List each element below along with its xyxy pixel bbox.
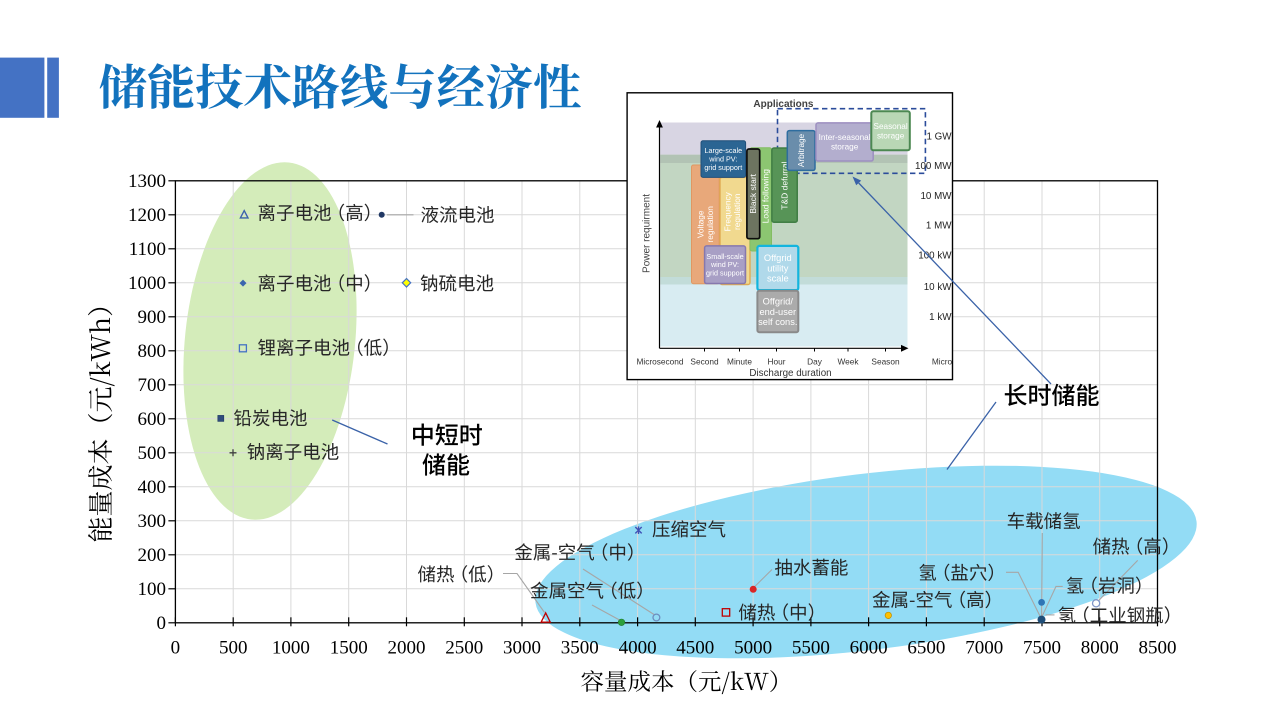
svg-text:5500: 5500 <box>792 638 830 659</box>
svg-text:6500: 6500 <box>907 638 945 659</box>
svg-text:Black start: Black start <box>748 173 758 213</box>
svg-text:Microsecond: Microsecond <box>636 357 683 367</box>
svg-text:self cons.: self cons. <box>758 317 797 327</box>
svg-text:1 MW: 1 MW <box>926 220 952 231</box>
svg-text:Day: Day <box>807 357 823 367</box>
svg-text:1500: 1500 <box>330 638 368 659</box>
svg-text:Season: Season <box>871 357 900 367</box>
svg-text:Hour: Hour <box>768 357 786 367</box>
svg-text:2500: 2500 <box>445 638 483 659</box>
svg-text:regulation: regulation <box>732 193 742 230</box>
svg-text:end-user: end-user <box>759 307 796 317</box>
svg-text:Load following: Load following <box>761 169 771 224</box>
svg-text:Frequency: Frequency <box>723 191 733 231</box>
svg-text:1 GW: 1 GW <box>926 132 952 143</box>
svg-text:3500: 3500 <box>561 638 599 659</box>
svg-text:Minute: Minute <box>727 357 752 367</box>
svg-text:utility: utility <box>767 263 789 273</box>
svg-text:Large-scale: Large-scale <box>705 146 743 155</box>
svg-text:3000: 3000 <box>503 638 541 659</box>
svg-text:T&D defurral: T&D defurral <box>780 161 790 209</box>
svg-text:1000: 1000 <box>128 273 166 294</box>
svg-text:Power requirment: Power requirment <box>642 194 653 273</box>
svg-text:500: 500 <box>219 638 248 659</box>
svg-text:Voltage: Voltage <box>695 210 705 238</box>
svg-text:scale: scale <box>767 274 789 284</box>
svg-text:Small-scale: Small-scale <box>706 252 743 261</box>
svg-text:Applications: Applications <box>753 99 813 110</box>
svg-text:Offgrid/: Offgrid/ <box>763 296 794 306</box>
svg-text:4000: 4000 <box>619 638 657 659</box>
svg-text:7500: 7500 <box>1023 638 1061 659</box>
svg-text:0: 0 <box>157 613 167 634</box>
svg-text:400: 400 <box>138 477 167 498</box>
svg-text:200: 200 <box>138 545 167 566</box>
svg-text:Second: Second <box>690 357 719 367</box>
svg-text:regulation: regulation <box>705 206 715 243</box>
svg-text:1 kW: 1 kW <box>929 312 952 323</box>
svg-text:7000: 7000 <box>965 638 1003 659</box>
svg-text:900: 900 <box>138 307 167 328</box>
svg-text:5000: 5000 <box>734 638 772 659</box>
svg-text:100 kW: 100 kW <box>918 250 952 261</box>
svg-text:Micro: Micro <box>932 357 953 367</box>
svg-text:2000: 2000 <box>388 638 426 659</box>
svg-text:wind PV:: wind PV: <box>710 260 739 269</box>
svg-text:300: 300 <box>138 511 167 532</box>
svg-text:storage: storage <box>877 131 905 140</box>
svg-text:Inter-seasonal: Inter-seasonal <box>819 133 871 142</box>
svg-text:Arbitrage: Arbitrage <box>797 133 806 167</box>
svg-text:Offgrid: Offgrid <box>764 253 792 263</box>
svg-text:1200: 1200 <box>128 205 166 226</box>
svg-text:0: 0 <box>171 638 181 659</box>
svg-text:storage: storage <box>831 143 859 152</box>
svg-text:1000: 1000 <box>272 638 310 659</box>
svg-text:8000: 8000 <box>1081 638 1119 659</box>
svg-text:700: 700 <box>138 375 167 396</box>
svg-text:4500: 4500 <box>676 638 714 659</box>
svg-text:500: 500 <box>138 443 167 464</box>
svg-text:wind PV:: wind PV: <box>708 155 737 164</box>
svg-text:Seasonal: Seasonal <box>874 122 908 131</box>
svg-text:100: 100 <box>138 579 167 600</box>
svg-text:100 MW: 100 MW <box>915 161 952 172</box>
svg-text:Discharge duration: Discharge duration <box>749 368 831 379</box>
svg-text:10 MW: 10 MW <box>920 191 952 202</box>
svg-text:Week: Week <box>837 357 859 367</box>
svg-text:800: 800 <box>138 341 167 362</box>
svg-text:1100: 1100 <box>129 239 166 260</box>
svg-text:8500: 8500 <box>1139 638 1177 659</box>
svg-text:grid support: grid support <box>704 163 742 172</box>
svg-text:grid support: grid support <box>706 269 744 278</box>
svg-text:600: 600 <box>138 409 167 430</box>
svg-text:1300: 1300 <box>128 171 166 192</box>
svg-text:6000: 6000 <box>850 638 888 659</box>
svg-text:10 kW: 10 kW <box>924 282 953 293</box>
